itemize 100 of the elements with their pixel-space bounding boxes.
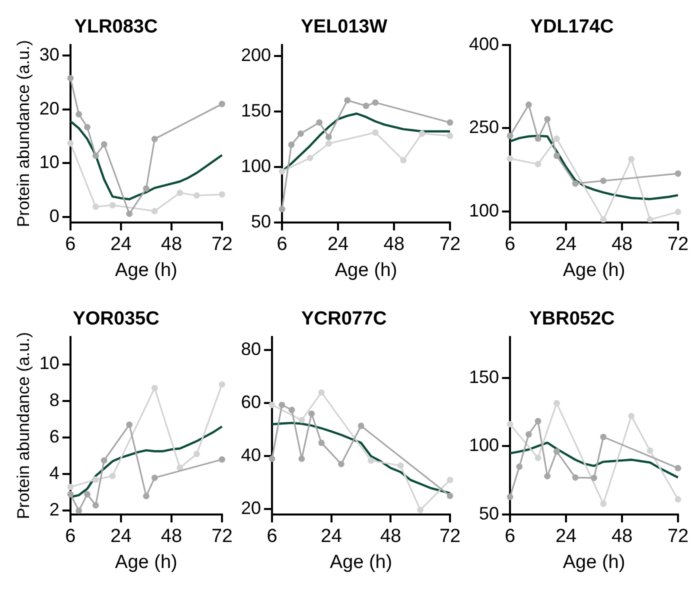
point <box>76 111 82 118</box>
point <box>674 170 682 177</box>
point <box>600 434 607 440</box>
point <box>194 192 200 199</box>
x-tick-label: 72 <box>667 526 689 548</box>
point <box>628 412 635 420</box>
point <box>325 134 332 140</box>
point <box>100 457 108 464</box>
point <box>194 450 200 458</box>
point <box>92 204 99 210</box>
point <box>446 132 454 140</box>
y-axis-title: Protein abundance (a.u.) <box>14 40 33 228</box>
y-tick-label: 2 <box>49 500 60 520</box>
x-axis-title: Age (h) <box>115 260 178 281</box>
x-axis-title: Age (h) <box>562 260 626 281</box>
y-tick-label: 30 <box>39 44 60 65</box>
y-tick-label: 250 <box>468 117 500 138</box>
point <box>92 502 99 508</box>
y-tick-label: 40 <box>240 445 262 466</box>
point <box>506 132 514 140</box>
x-axis-title: Age (h) <box>334 260 398 281</box>
point <box>358 422 364 430</box>
y-tick-label: 200 <box>240 44 272 65</box>
y-tick-label: 50 <box>251 211 272 232</box>
y-tick-label: 100 <box>468 435 500 456</box>
x-tick-label: 48 <box>611 526 633 548</box>
x-tick-label: 48 <box>160 526 182 548</box>
point <box>278 402 286 408</box>
point <box>278 168 286 175</box>
point <box>218 100 226 108</box>
point <box>109 472 116 480</box>
point <box>298 416 305 424</box>
y-tick-label: 8 <box>49 390 60 410</box>
chart-title: YOR035C <box>72 308 160 330</box>
point <box>600 178 607 184</box>
y-tick-label: 60 <box>240 392 262 412</box>
x-tick-label: 6 <box>276 234 288 256</box>
point <box>397 462 404 469</box>
y-tick-label: 0 <box>49 206 60 226</box>
point <box>534 135 542 142</box>
y-tick-label: 150 <box>468 366 500 387</box>
point <box>446 476 454 484</box>
x-tick-label: 24 <box>555 526 578 548</box>
point <box>126 421 133 428</box>
y-tick-label: 80 <box>240 339 262 360</box>
chart-title: YCR077C <box>301 308 388 330</box>
point <box>151 474 158 481</box>
x-tick-label: 48 <box>160 234 182 256</box>
point <box>553 400 560 406</box>
point <box>446 492 454 500</box>
point <box>306 154 314 162</box>
y-tick-label: 20 <box>240 498 262 518</box>
point <box>674 496 682 503</box>
point <box>109 202 116 208</box>
y-tick-label: 50 <box>479 503 500 524</box>
point <box>92 152 99 159</box>
point <box>544 116 551 122</box>
y-tick-label: 4 <box>49 463 60 484</box>
point <box>344 97 351 104</box>
x-tick-label: 24 <box>110 234 132 256</box>
point <box>572 474 579 481</box>
point <box>67 140 74 146</box>
point <box>288 142 295 148</box>
point <box>417 506 424 514</box>
chart-title: YEL013W <box>300 16 388 38</box>
point <box>372 99 379 106</box>
x-tick-label: 48 <box>611 234 633 256</box>
point <box>553 448 560 455</box>
x-tick-label: 6 <box>504 526 516 548</box>
y-tick-label: 400 <box>468 34 500 54</box>
point <box>525 102 532 108</box>
point <box>67 74 74 82</box>
point <box>176 464 184 471</box>
point <box>151 136 158 142</box>
point <box>446 119 454 126</box>
point <box>67 484 74 490</box>
point <box>674 464 682 472</box>
point <box>316 119 323 126</box>
point <box>506 421 514 428</box>
point <box>506 155 514 162</box>
point <box>325 140 332 147</box>
point <box>534 160 542 168</box>
point <box>76 508 82 514</box>
x-tick-label: 6 <box>65 526 76 548</box>
point <box>84 491 90 498</box>
point <box>308 410 315 417</box>
point <box>646 447 654 454</box>
point <box>298 456 305 462</box>
y-tick-label: 10 <box>39 353 60 374</box>
x-tick-label: 48 <box>380 526 402 548</box>
point <box>534 418 542 424</box>
point <box>126 210 133 217</box>
x-tick-label: 72 <box>211 234 233 256</box>
point <box>318 389 325 396</box>
point <box>674 208 682 216</box>
point <box>143 492 150 500</box>
point <box>151 384 158 392</box>
x-tick-label: 24 <box>327 234 350 256</box>
y-tick-label: 100 <box>240 156 272 176</box>
x-tick-label: 72 <box>439 234 461 256</box>
